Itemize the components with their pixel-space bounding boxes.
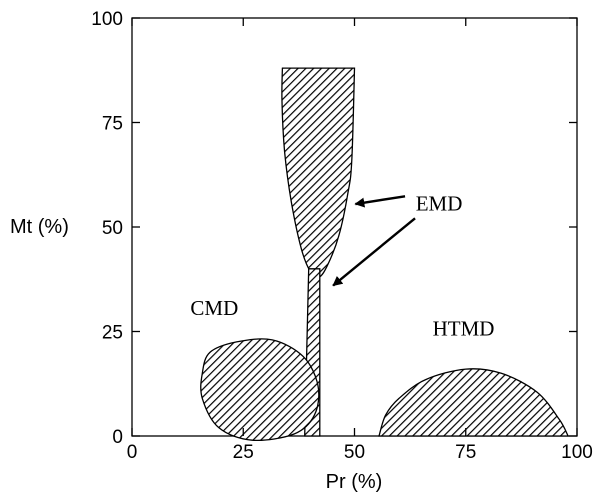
x-tick-label: 75 [455, 442, 476, 463]
y-tick-label: 25 [102, 323, 123, 344]
x-tick-label: 0 [127, 442, 138, 463]
arrow-emd [332, 217, 416, 287]
label-emd: EMD [416, 191, 463, 215]
y-axis-title: Mt (%) [10, 216, 69, 238]
regions [200, 67, 570, 442]
x-tick-label: 100 [561, 442, 593, 463]
region-cmd [200, 338, 320, 442]
ticks [131, 17, 578, 437]
label-htmd: HTMD [433, 317, 495, 341]
x-axis-title: Pr (%) [326, 471, 383, 493]
tick-labels: 0 25 50 75 100 0 25 50 75 100 [91, 9, 593, 463]
region-emd-upper [281, 67, 356, 279]
label-cmd: CMD [190, 296, 238, 320]
y-tick-label: 100 [91, 9, 123, 30]
x-tick-label: 50 [344, 442, 365, 463]
x-tick-label: 25 [233, 442, 254, 463]
region-htmd [378, 368, 570, 437]
y-tick-label: 50 [102, 218, 123, 239]
arrow-emd [354, 195, 406, 208]
annotations: EMD CMD HTMD [190, 191, 494, 340]
y-tick-label: 0 [112, 427, 123, 448]
y-tick-label: 75 [102, 114, 123, 135]
